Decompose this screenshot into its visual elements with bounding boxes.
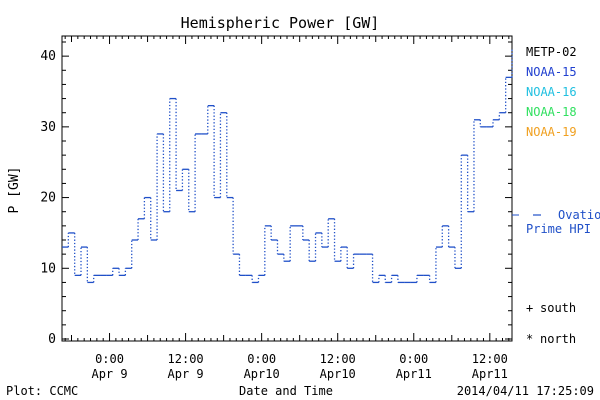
legend-satellite-noaa-15: NOAA-15 xyxy=(526,65,577,79)
legend-satellite-noaa-18: NOAA-18 xyxy=(526,105,577,119)
x-tick-label-date: Apr10 xyxy=(320,367,356,381)
plot-frame xyxy=(61,35,513,342)
legend-satellite-metp-02: METP-02 xyxy=(526,45,577,59)
satellite-legend: METP-02 NOAA-15 NOAA-16 NOAA-18 NOAA-19 xyxy=(526,45,577,139)
y-axis: 0 10 20 30 40 xyxy=(40,41,512,347)
series-legend-label-line2: Prime HPI xyxy=(526,222,591,236)
marker-south-label: south xyxy=(540,301,576,315)
x-tick-label-time: 0:00 xyxy=(95,352,124,366)
chart-title: Hemispheric Power [GW] xyxy=(181,14,380,32)
plot-credit: Plot: CCMC xyxy=(6,384,78,398)
timestamp: 2014/04/11 17:25:09 xyxy=(457,384,594,398)
y-tick-label: 30 xyxy=(40,120,56,135)
marker-legend: + south * north xyxy=(526,301,576,346)
y-tick-label: 40 xyxy=(40,49,56,64)
x-axis-label: Date and Time xyxy=(239,384,333,398)
marker-south-symbol: + xyxy=(526,301,533,315)
y-axis-label: P [GW] xyxy=(7,167,22,214)
x-tick-label-time: 0:00 xyxy=(399,352,428,366)
marker-north-label: north xyxy=(540,332,576,346)
y-tick-label: 0 xyxy=(48,332,56,347)
x-tick-label-time: 12:00 xyxy=(472,352,508,366)
x-tick-label-date: Apr 9 xyxy=(91,367,127,381)
x-tick-label-time: 12:00 xyxy=(168,352,204,366)
x-tick-label-date: Apr 9 xyxy=(168,367,204,381)
x-tick-label-date: Apr11 xyxy=(472,367,508,381)
series-layer xyxy=(62,49,513,284)
y-tick-label: 10 xyxy=(40,261,56,276)
y-tick-label: 20 xyxy=(40,191,56,206)
series-legend-label-line1: Ovation xyxy=(558,208,600,222)
marker-north-symbol: * xyxy=(526,332,533,346)
series-legend: Ovation Prime HPI xyxy=(512,208,600,236)
legend-satellite-noaa-16: NOAA-16 xyxy=(526,85,577,99)
legend-satellite-noaa-19: NOAA-19 xyxy=(526,125,577,139)
x-tick-label-time: 12:00 xyxy=(320,352,356,366)
x-tick-label-date: Apr11 xyxy=(396,367,432,381)
x-tick-label-time: 0:00 xyxy=(247,352,276,366)
x-tick-label-date: Apr10 xyxy=(244,367,280,381)
